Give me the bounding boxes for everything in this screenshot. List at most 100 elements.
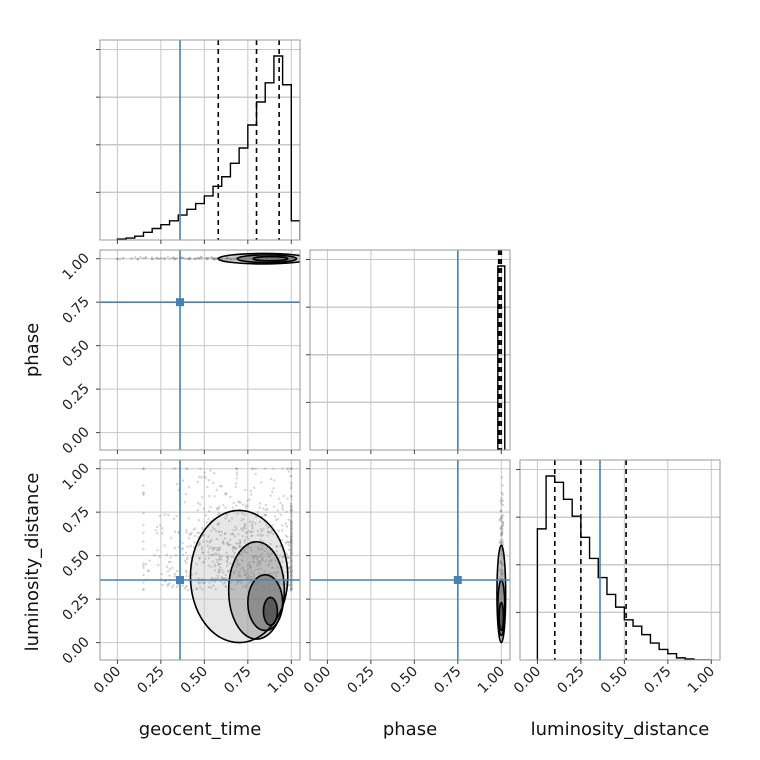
scatter-point <box>290 534 293 538</box>
scatter-point <box>201 588 204 591</box>
xtick-label: 0.25 <box>554 664 587 697</box>
scatter-point <box>263 257 266 261</box>
scatter-point <box>290 569 293 572</box>
scatter-point <box>213 257 216 260</box>
scatter-point <box>290 515 293 518</box>
scatter-point <box>202 581 206 584</box>
scatter-point <box>263 587 266 590</box>
scatter-point <box>220 530 224 534</box>
scatter-point <box>244 573 247 576</box>
scatter-point <box>282 555 285 558</box>
scatter-point <box>290 558 293 562</box>
scatter-point <box>290 540 293 544</box>
scatter-point <box>187 537 191 540</box>
panel-frame <box>99 249 301 451</box>
scatter-point <box>286 535 289 539</box>
scatter-point <box>239 567 242 570</box>
scatter-point <box>236 562 239 566</box>
scatter-point <box>216 577 220 580</box>
xtick-label: 0.00 <box>301 664 334 697</box>
scatter-point <box>216 523 219 526</box>
xtick-label: 0.50 <box>178 664 211 697</box>
scatter-point <box>166 255 170 259</box>
scatter-point <box>286 467 290 470</box>
scatter-point <box>220 257 224 261</box>
scatter-point <box>290 539 293 542</box>
scatter-point <box>232 257 235 260</box>
scatter-point <box>263 257 266 260</box>
scatter-point <box>245 586 248 589</box>
scatter-point <box>198 467 202 470</box>
scatter-point <box>243 522 247 526</box>
scatter-point <box>500 534 503 537</box>
scatter-point <box>500 588 504 591</box>
scatter-point <box>209 586 213 589</box>
scatter-point <box>258 561 261 564</box>
scatter-point <box>285 510 288 514</box>
ylabel-luminosity-distance: luminosity_distance <box>22 473 43 652</box>
scatter-point <box>276 566 279 569</box>
scatter-point <box>215 537 219 541</box>
scatter-point <box>265 577 269 580</box>
scatter-point <box>218 546 222 549</box>
scatter-point <box>290 512 293 515</box>
scatter-point <box>290 564 293 567</box>
scatter-point <box>243 574 246 577</box>
scatter-point <box>290 538 293 541</box>
scatter-point <box>290 257 293 261</box>
scatter-point <box>290 551 293 555</box>
scatter-point <box>290 543 293 547</box>
density-region <box>263 597 278 626</box>
scatter-point <box>202 581 205 585</box>
scatter-point <box>210 565 213 569</box>
scatter-point <box>252 561 256 564</box>
scatter-point <box>290 526 293 529</box>
scatter-point <box>276 509 279 512</box>
scatter-point <box>290 509 293 512</box>
scatter-point <box>279 544 282 548</box>
scatter-point <box>290 584 293 587</box>
scatter-point <box>290 547 293 550</box>
scatter-point <box>234 525 237 529</box>
scatter-point <box>224 258 227 261</box>
scatter-point <box>499 538 503 542</box>
scatter-point <box>230 587 233 591</box>
scatter-point <box>200 546 204 549</box>
scatter-point <box>499 509 502 513</box>
scatter-point <box>160 573 163 576</box>
scatter-point <box>143 257 146 260</box>
scatter-point <box>500 560 503 563</box>
scatter-point <box>249 256 252 259</box>
scatter-point <box>290 535 293 538</box>
scatter-point <box>188 533 191 536</box>
scatter-point <box>223 532 227 536</box>
scatter-point <box>501 572 505 575</box>
scatter-point <box>175 256 179 260</box>
scatter-point <box>290 257 293 260</box>
scatter-point <box>290 539 293 543</box>
scatter-point <box>142 588 145 592</box>
scatter-point <box>290 257 293 261</box>
scatter-point <box>259 533 262 536</box>
scatter-point <box>248 256 251 260</box>
scatter-point <box>238 574 242 578</box>
scatter-point <box>219 534 222 537</box>
scatter-point <box>276 570 280 574</box>
scatter-point <box>200 496 204 499</box>
scatter-point <box>290 541 293 545</box>
scatter-point <box>500 515 503 518</box>
scatter-point <box>248 561 251 564</box>
scatter-point <box>218 512 221 515</box>
scatter-point <box>274 571 278 575</box>
scatter-point <box>501 522 505 525</box>
scatter-point <box>215 488 218 492</box>
scatter-point <box>220 558 223 561</box>
scatter-point <box>257 561 261 564</box>
scatter-point <box>289 589 292 592</box>
scatter-point <box>258 506 261 509</box>
scatter-point <box>290 524 293 527</box>
scatter-point <box>215 257 218 261</box>
ylabel-phase: phase <box>22 323 43 377</box>
scatter-point <box>250 257 253 261</box>
scatter-point <box>232 556 236 559</box>
